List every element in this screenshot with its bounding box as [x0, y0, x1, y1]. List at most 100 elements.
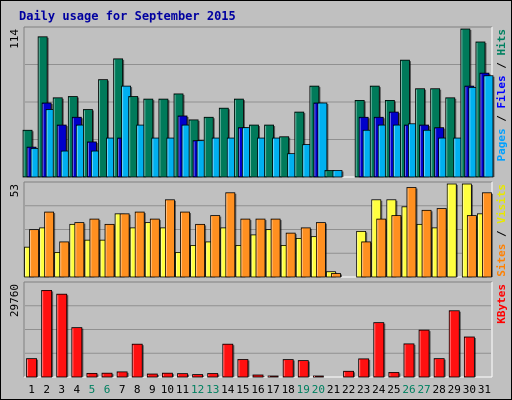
x-tick-label-30: 30 — [463, 383, 476, 396]
x-tick-label-28: 28 — [433, 383, 446, 396]
bar-sites-day-5 — [89, 218, 100, 278]
bar-kbytes-day-30 — [463, 336, 475, 378]
bar-kbytes-day-5 — [86, 372, 98, 378]
x-tick-label-24: 24 — [372, 383, 386, 396]
bar-visits-day-29 — [446, 183, 457, 278]
bar-sites-day-9 — [149, 218, 160, 278]
bar-kbytes-day-11 — [177, 373, 188, 378]
bar-pages-day-20 — [317, 102, 328, 178]
x-tick-label-13: 13 — [206, 383, 219, 396]
legend-entry: Sites — [495, 244, 508, 277]
bar-sites-day-18 — [285, 232, 296, 278]
x-tick-label-16: 16 — [251, 383, 264, 396]
bar-sites-day-2 — [44, 211, 55, 278]
bar-kbytes-day-3 — [56, 293, 68, 378]
x-tick-label-26: 26 — [402, 383, 415, 396]
x-tick-label-8: 8 — [134, 383, 141, 396]
bar-kbytes-day-6 — [101, 372, 113, 378]
x-tick-label-11: 11 — [176, 383, 189, 396]
x-tick-label-25: 25 — [387, 383, 400, 396]
bar-kbytes-day-2 — [41, 290, 53, 378]
bar-sites-day-27 — [421, 209, 432, 278]
bar-sites-day-24 — [376, 218, 387, 278]
bar-sites-day-15 — [240, 218, 251, 278]
legend-entry: KBytes — [495, 284, 508, 324]
legend-label-hits-files-pages: Pages / Files / Hits — [495, 29, 508, 162]
y-max-label: 53 — [8, 184, 21, 197]
bar-kbytes-day-10 — [162, 372, 173, 378]
legend-entry: Pages — [495, 128, 508, 161]
bar-kbytes-day-15 — [237, 359, 249, 378]
bar-kbytes-day-29 — [448, 310, 460, 378]
bar-sites-day-23 — [361, 241, 372, 278]
bar-sites-day-8 — [134, 211, 145, 278]
bar-kbytes-day-9 — [146, 373, 158, 378]
bar-hits-day-6 — [98, 79, 108, 178]
bar-sites-day-4 — [74, 222, 85, 278]
bar-sites-day-31 — [482, 192, 492, 278]
bar-hits-day-29 — [445, 97, 456, 178]
bar-sites-day-14 — [225, 192, 236, 278]
bar-kbytes-day-12 — [192, 374, 204, 378]
bar-sites-day-25 — [391, 215, 402, 278]
bar-kbytes-day-22 — [343, 370, 354, 378]
legend-entry: Hits — [495, 29, 508, 56]
bar-sites-day-1 — [29, 229, 39, 278]
legend-entry: / — [495, 56, 508, 76]
bar-kbytes-day-8 — [131, 343, 143, 378]
bar-sites-day-16 — [255, 218, 266, 278]
x-tick-label-5: 5 — [89, 383, 96, 396]
x-tick-label-14: 14 — [221, 383, 235, 396]
x-tick-label-2: 2 — [43, 383, 50, 396]
chart-title: Daily usage for September 2015 — [19, 9, 236, 23]
legend-label-visits-sites: Sites / Visits — [495, 184, 508, 277]
bar-kbytes-day-27 — [418, 329, 430, 378]
bar-sites-day-3 — [59, 241, 70, 278]
x-tick-label-1: 1 — [28, 383, 35, 396]
bar-sites-day-11 — [180, 211, 190, 278]
bar-kbytes-day-23 — [358, 358, 370, 378]
bar-kbytes-day-17 — [267, 375, 279, 378]
bar-kbytes-day-28 — [433, 358, 445, 378]
bar-sites-day-6 — [104, 223, 115, 278]
x-tick-label-17: 17 — [266, 383, 279, 396]
x-tick-label-4: 4 — [74, 383, 81, 396]
bar-pages-day-21 — [332, 170, 343, 178]
bar-sites-day-12 — [195, 223, 206, 278]
x-tick-label-31: 31 — [478, 383, 491, 396]
bar-kbytes-day-25 — [388, 372, 400, 378]
bar-kbytes-day-18 — [282, 359, 294, 378]
bar-kbytes-day-20 — [312, 375, 324, 378]
x-tick-label-19: 19 — [297, 383, 310, 396]
x-tick-label-9: 9 — [149, 383, 156, 396]
x-tick-label-21: 21 — [327, 383, 340, 396]
x-tick-label-6: 6 — [104, 383, 111, 396]
bar-sites-day-28 — [436, 208, 447, 278]
bar-sites-day-10 — [165, 199, 175, 278]
x-tick-label-20: 20 — [312, 383, 325, 396]
bar-kbytes-day-1 — [26, 358, 37, 378]
y-max-label: 114 — [8, 29, 21, 49]
bar-kbytes-day-19 — [297, 360, 309, 378]
bar-kbytes-day-16 — [252, 374, 264, 378]
legend-entry: / — [495, 224, 508, 244]
x-tick-label-18: 18 — [282, 383, 295, 396]
bar-kbytes-day-26 — [403, 343, 415, 378]
bar-kbytes-day-4 — [71, 327, 83, 378]
bar-kbytes-day-14 — [222, 343, 234, 378]
bar-pages-day-31 — [483, 75, 494, 178]
bar-sites-day-26 — [406, 187, 417, 278]
x-tick-label-10: 10 — [161, 383, 174, 396]
legend-entry: Visits — [495, 184, 508, 224]
bar-sites-day-7 — [119, 213, 130, 278]
bar-kbytes-day-24 — [373, 322, 385, 378]
bar-sites-day-19 — [300, 227, 311, 278]
x-tick-label-12: 12 — [191, 383, 204, 396]
x-tick-label-7: 7 — [119, 383, 126, 396]
bar-kbytes-day-13 — [207, 373, 219, 378]
legend-label-kbytes: KBytes — [495, 284, 508, 324]
bar-sites-day-21 — [331, 273, 341, 278]
x-tick-label-15: 15 — [236, 383, 249, 396]
bar-sites-day-20 — [315, 222, 326, 278]
